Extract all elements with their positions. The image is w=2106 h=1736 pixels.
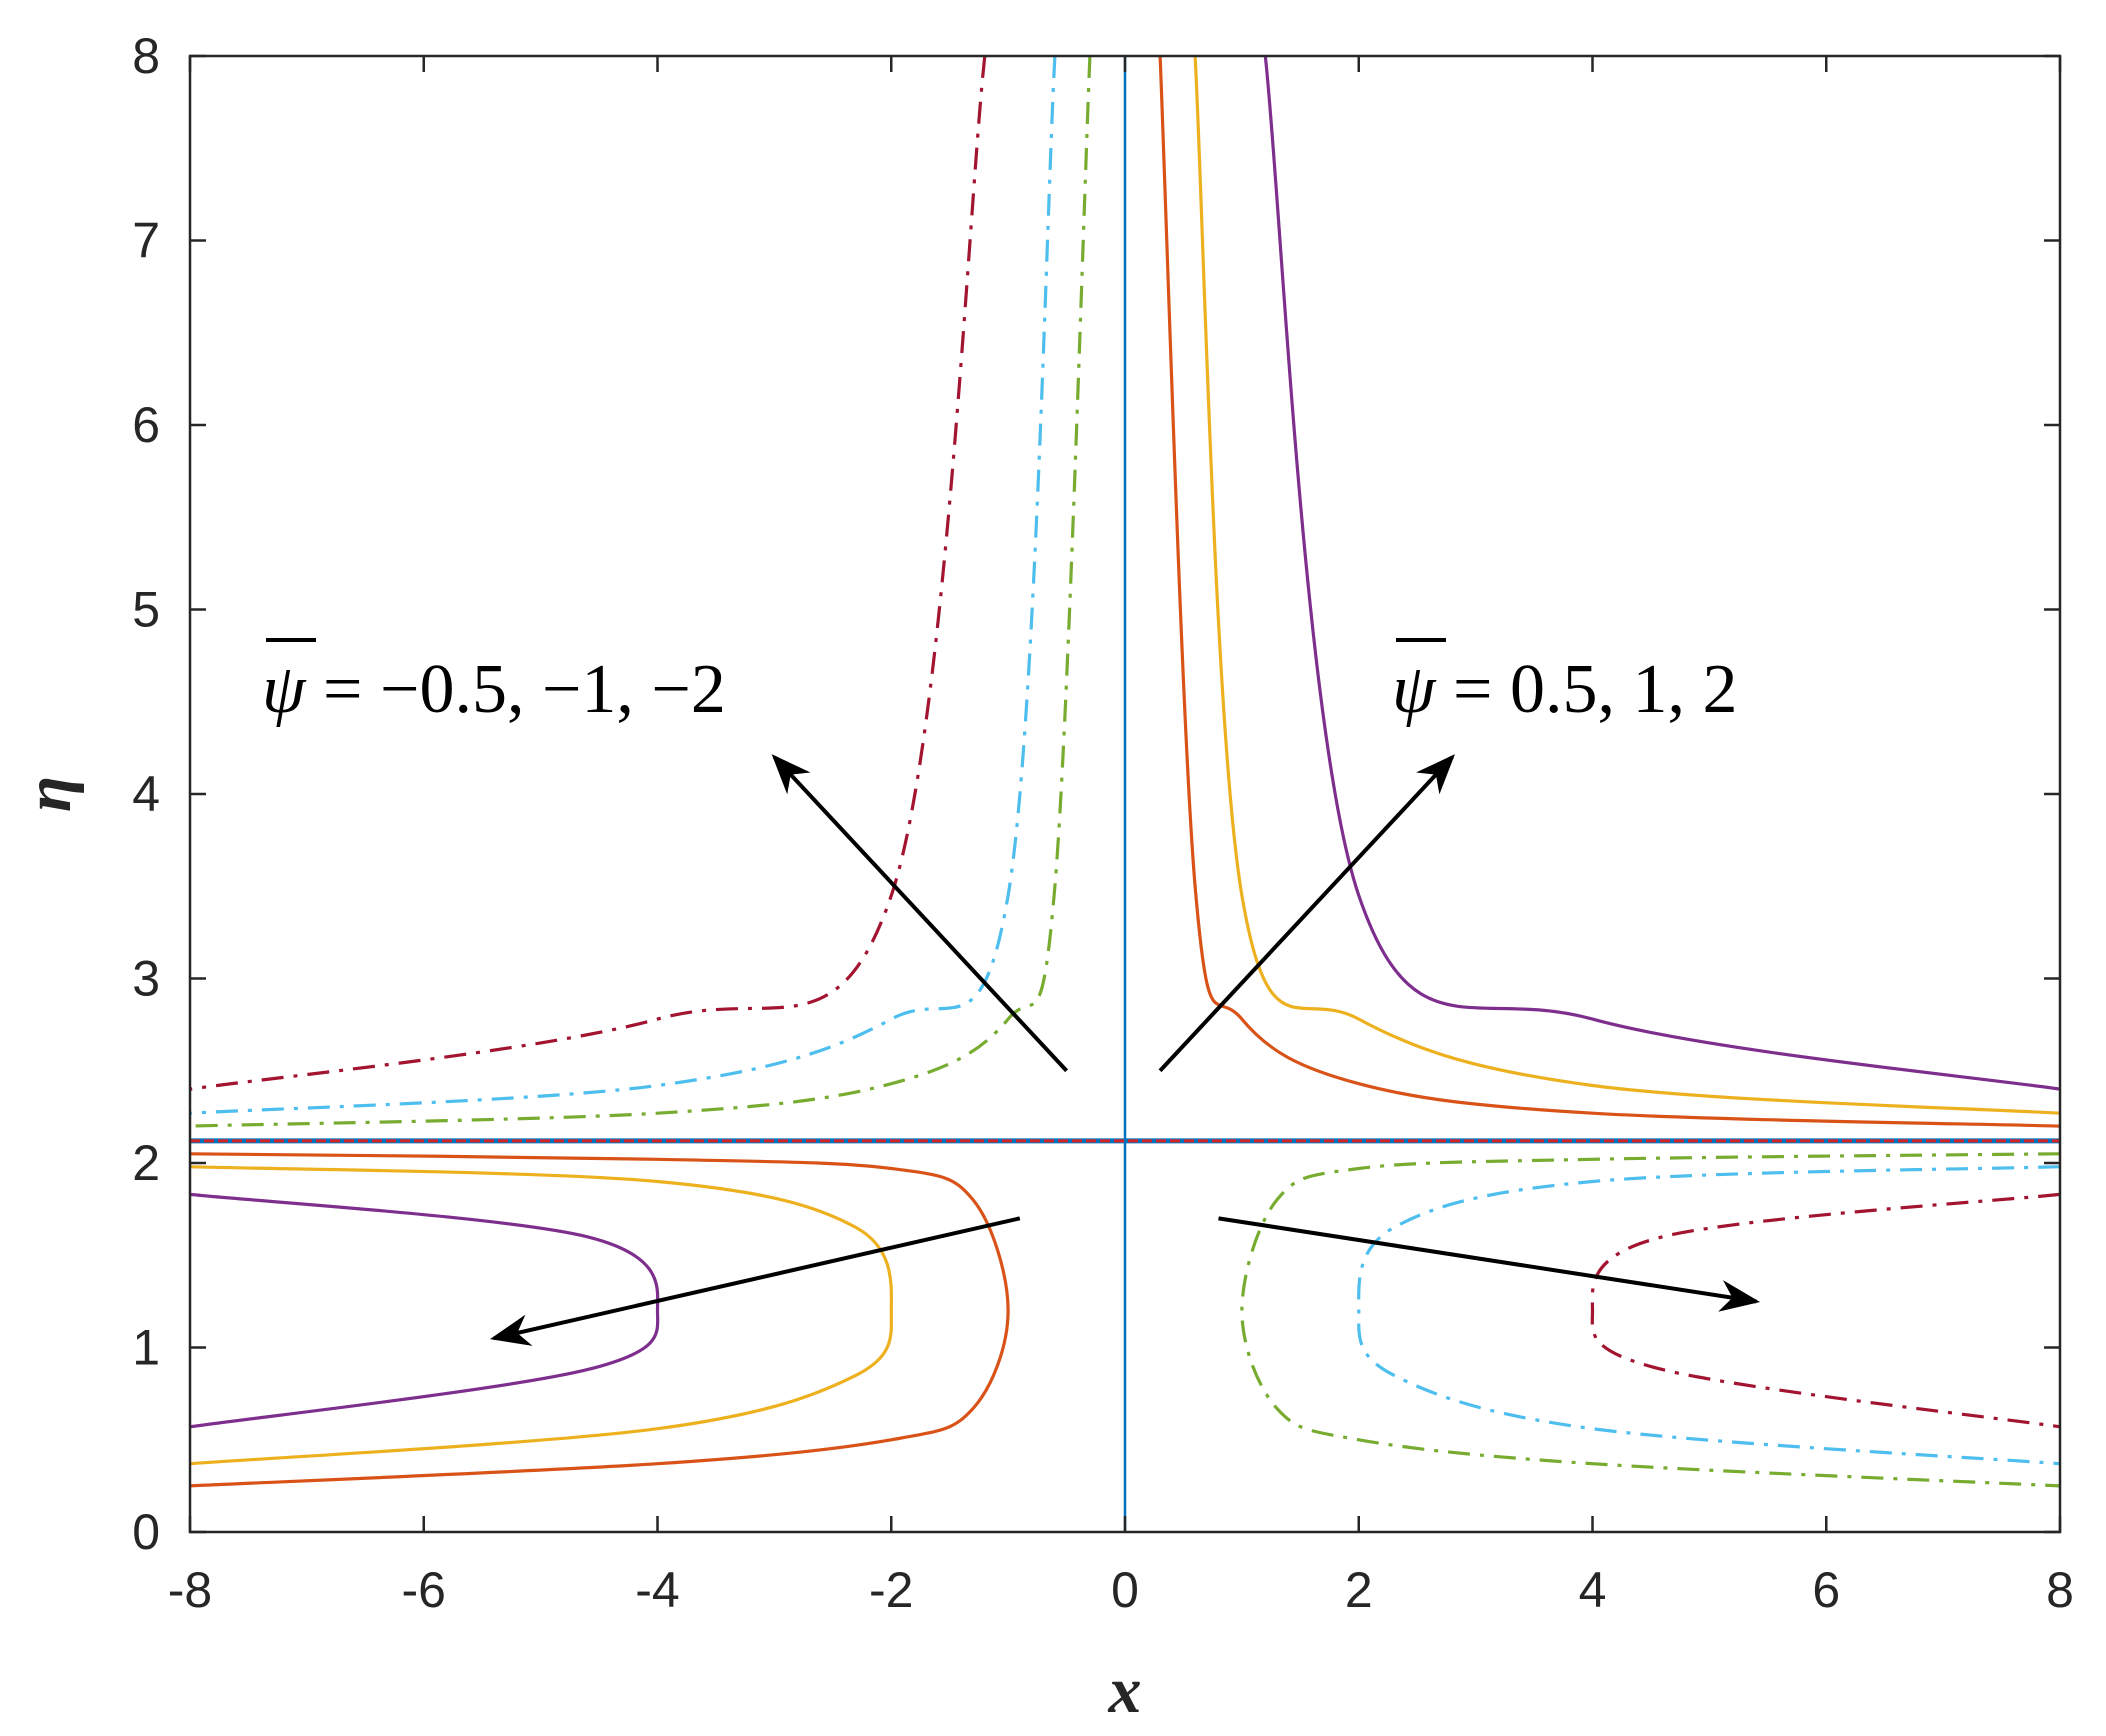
series-psi-2-upper xyxy=(1263,56,2060,1091)
series-psi-1-lower xyxy=(190,1165,893,1466)
x-tick-label: 4 xyxy=(1579,1562,1607,1618)
x-tick-label: -6 xyxy=(402,1562,446,1618)
y-tick-label: 1 xyxy=(132,1320,160,1376)
annotation-negative-psi: ψ = −0.5, −1, −2 xyxy=(262,638,726,728)
series-psi-neg0_5-upper xyxy=(190,56,1092,1128)
y-tick-label: 5 xyxy=(132,582,160,638)
annotation-arrow xyxy=(1158,754,1455,1073)
series-psi-1-upper xyxy=(1193,56,2060,1115)
annotation-negative-values: = −0.5, −1, −2 xyxy=(305,651,725,728)
annotation-positive-psi: ψ = 0.5, 1, 2 xyxy=(1392,638,1737,728)
x-tick-label: 8 xyxy=(2046,1562,2074,1618)
y-tick-label: 6 xyxy=(132,397,160,453)
series-psi-neg0_5-lower xyxy=(1240,1152,2060,1488)
y-tick-label: 3 xyxy=(132,951,160,1007)
y-tick-label: 7 xyxy=(132,213,160,269)
x-tick-label: 2 xyxy=(1345,1562,1373,1618)
annotation-arrows xyxy=(489,754,1761,1346)
series-psi-2-lower xyxy=(190,1192,660,1429)
series-psi-0_5-upper xyxy=(1158,56,2060,1128)
plot-area xyxy=(190,56,2060,1532)
x-tick-label: 6 xyxy=(1812,1562,1840,1618)
x-axis-label: x xyxy=(1108,1654,1142,1727)
x-tick-label: -8 xyxy=(168,1562,212,1618)
y-axis-label: η xyxy=(12,776,85,812)
annotation-negative-psi-symbol: ψ xyxy=(262,651,307,728)
x-tick-label: 0 xyxy=(1111,1562,1139,1618)
svg-text:ψ = 0.5, 1, 2: ψ = 0.5, 1, 2 xyxy=(1392,651,1737,728)
series-psi-neg2-upper xyxy=(190,56,987,1091)
annotation-arrow xyxy=(771,754,1069,1073)
series-psi-neg1-lower xyxy=(1357,1165,2060,1466)
y-tick-label: 0 xyxy=(132,1504,160,1560)
annotation-arrow xyxy=(489,1216,1021,1346)
y-tick-label: 4 xyxy=(132,766,160,822)
y-tick-label: 2 xyxy=(132,1135,160,1191)
y-tick-label: 8 xyxy=(132,28,160,84)
svg-text:ψ = −0.5, −1, −2: ψ = −0.5, −1, −2 xyxy=(262,651,726,728)
x-tick-label: -4 xyxy=(635,1562,679,1618)
series-psi-0_5-lower xyxy=(190,1152,1010,1488)
annotation-positive-psi-symbol: ψ xyxy=(1392,651,1437,728)
annotation-arrow xyxy=(1218,1216,1761,1312)
series-psi-neg2-lower xyxy=(1590,1192,2060,1429)
axis-ticks: -8 -6 -4 -2 0 2 4 6 8 0 1 2 3 4 5 6 7 8 xyxy=(132,28,2074,1618)
x-tick-label: -2 xyxy=(869,1562,913,1618)
annotation-positive-values: = 0.5, 1, 2 xyxy=(1435,651,1737,728)
series-psi-neg1-upper xyxy=(190,56,1057,1115)
